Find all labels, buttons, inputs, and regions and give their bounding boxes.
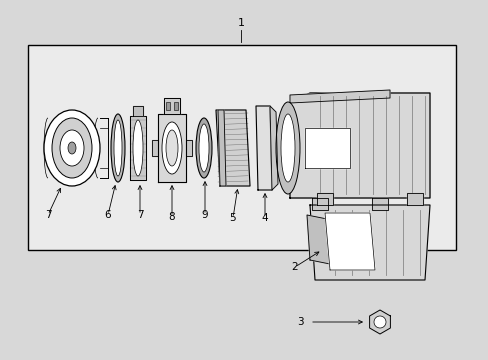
Polygon shape	[325, 213, 374, 270]
Polygon shape	[311, 198, 327, 210]
Polygon shape	[163, 98, 180, 114]
Ellipse shape	[52, 118, 92, 178]
Bar	[28, 45, 455, 250]
Text: 7: 7	[44, 210, 51, 220]
Ellipse shape	[373, 316, 385, 328]
Text: 7: 7	[137, 210, 143, 220]
Ellipse shape	[114, 120, 122, 176]
Polygon shape	[185, 140, 192, 156]
Text: 1: 1	[237, 18, 244, 28]
Polygon shape	[406, 193, 422, 205]
Polygon shape	[369, 310, 389, 334]
Text: 5: 5	[229, 213, 236, 223]
Ellipse shape	[199, 124, 208, 172]
Polygon shape	[289, 90, 389, 103]
Bar	[165, 102, 170, 110]
Text: 6: 6	[104, 210, 111, 220]
Text: 8: 8	[168, 212, 175, 222]
Polygon shape	[152, 140, 158, 156]
Polygon shape	[158, 114, 185, 182]
Polygon shape	[316, 193, 332, 205]
Ellipse shape	[68, 142, 76, 154]
Polygon shape	[305, 128, 349, 168]
Polygon shape	[309, 205, 429, 280]
Polygon shape	[218, 110, 225, 186]
Ellipse shape	[44, 110, 100, 186]
Text: 3: 3	[296, 317, 303, 327]
Ellipse shape	[281, 114, 294, 182]
Ellipse shape	[133, 120, 142, 176]
Ellipse shape	[165, 130, 178, 166]
Polygon shape	[289, 93, 429, 198]
Text: 4: 4	[261, 213, 268, 223]
Ellipse shape	[60, 130, 84, 166]
Ellipse shape	[111, 114, 125, 182]
Text: 9: 9	[201, 210, 208, 220]
Polygon shape	[133, 106, 142, 116]
Ellipse shape	[196, 118, 212, 178]
Polygon shape	[306, 215, 334, 265]
Bar	[174, 102, 178, 110]
Polygon shape	[216, 110, 249, 186]
Polygon shape	[269, 106, 278, 190]
Ellipse shape	[162, 122, 182, 174]
Polygon shape	[130, 116, 146, 180]
Polygon shape	[256, 106, 271, 190]
Polygon shape	[371, 198, 387, 210]
Text: 2: 2	[291, 262, 298, 272]
Ellipse shape	[275, 102, 299, 194]
